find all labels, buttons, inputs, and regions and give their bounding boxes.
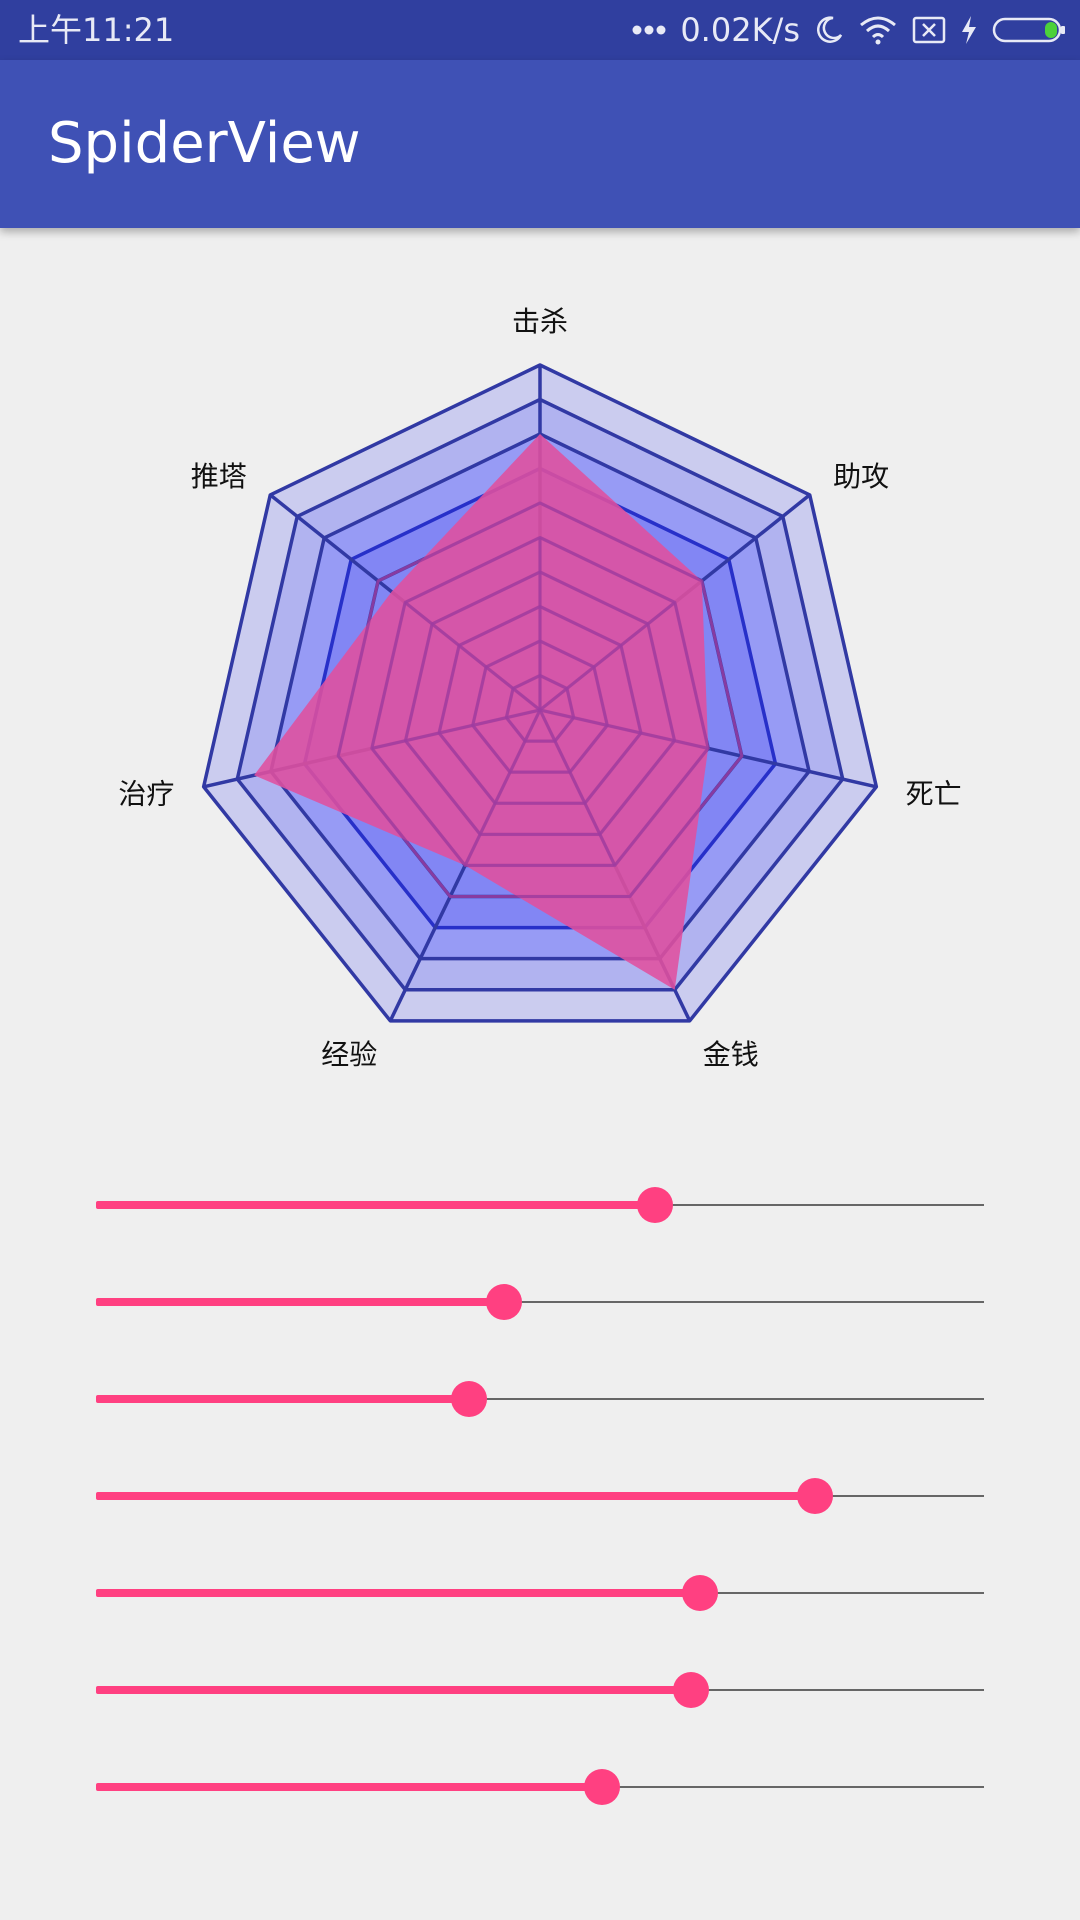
web-ring-10 <box>201 363 879 1023</box>
slider-list <box>0 1180 1080 1920</box>
seekbar-progress <box>96 1201 656 1209</box>
wifi-icon <box>860 16 896 45</box>
status-icons: 0.02K/s <box>632 0 1066 60</box>
data-web-spoke <box>404 601 541 712</box>
data-web-ring-2 <box>471 639 609 774</box>
no-sim-icon <box>912 16 946 44</box>
seekbar-thumb[interactable] <box>797 1478 834 1514</box>
data-web-ring-6 <box>336 501 744 899</box>
axis-label: 经验 <box>321 1038 377 1071</box>
axis-label: 金钱 <box>703 1038 759 1071</box>
seekbar-thumb[interactable] <box>584 1769 621 1805</box>
web-ring-8 <box>269 432 811 961</box>
seekbar-thumb[interactable] <box>637 1187 674 1223</box>
battery-icon <box>992 17 1065 43</box>
seekbar-progress <box>96 1686 691 1694</box>
moon-icon <box>817 16 843 43</box>
seekbar-thumb[interactable] <box>450 1381 487 1417</box>
seekbar-thumb[interactable] <box>681 1575 718 1611</box>
seekbar-thumb[interactable] <box>486 1284 523 1320</box>
more-dots-icon <box>632 25 666 35</box>
seekbar-6[interactable] <box>96 1665 984 1715</box>
seekbar-2[interactable] <box>96 1277 984 1327</box>
seekbar-track[interactable] <box>96 1398 984 1400</box>
data-web-spoke <box>538 709 617 867</box>
app-bar: SpiderView <box>0 60 1080 228</box>
data-area <box>254 434 709 990</box>
data-web-ring-4 <box>403 570 677 836</box>
data-web-spoke <box>539 708 709 750</box>
data-web-ring-1 <box>504 673 576 743</box>
status-time: 上午11:21 <box>18 11 175 49</box>
seekbar-progress <box>96 1395 469 1403</box>
data-web-spoke <box>463 709 542 867</box>
seekbar-progress <box>96 1298 505 1306</box>
data-web-spoke <box>371 708 541 750</box>
data-web-spoke <box>539 601 676 712</box>
axis-label: 击杀 <box>512 305 568 338</box>
web-ring-9 <box>235 397 845 992</box>
data-web-ring-5 <box>370 535 710 867</box>
seekbar-4[interactable] <box>96 1471 984 1521</box>
axis-label: 推塔 <box>191 460 247 493</box>
seekbar-3[interactable] <box>96 1374 984 1424</box>
axis-label: 死亡 <box>906 777 962 810</box>
axis-label: 助攻 <box>833 460 889 493</box>
data-web-ring-3 <box>437 604 643 805</box>
seekbar-7[interactable] <box>96 1762 984 1812</box>
seekbar-progress <box>96 1492 816 1500</box>
network-speed: 0.02K/s <box>680 11 800 49</box>
seekbar-thumb[interactable] <box>672 1672 709 1708</box>
web-ring-7 <box>302 466 778 930</box>
seekbar-5[interactable] <box>96 1568 984 1618</box>
seekbar-track[interactable] <box>96 1301 984 1303</box>
status-bar: 上午11:21 0.02K/s <box>0 0 1080 60</box>
seekbar-progress <box>96 1783 603 1791</box>
seekbar-progress <box>96 1589 700 1597</box>
seekbar-1[interactable] <box>96 1180 984 1230</box>
axis-label: 治疗 <box>118 777 174 810</box>
app-title: SpiderView <box>48 111 361 176</box>
charging-bolt-icon <box>962 16 976 44</box>
